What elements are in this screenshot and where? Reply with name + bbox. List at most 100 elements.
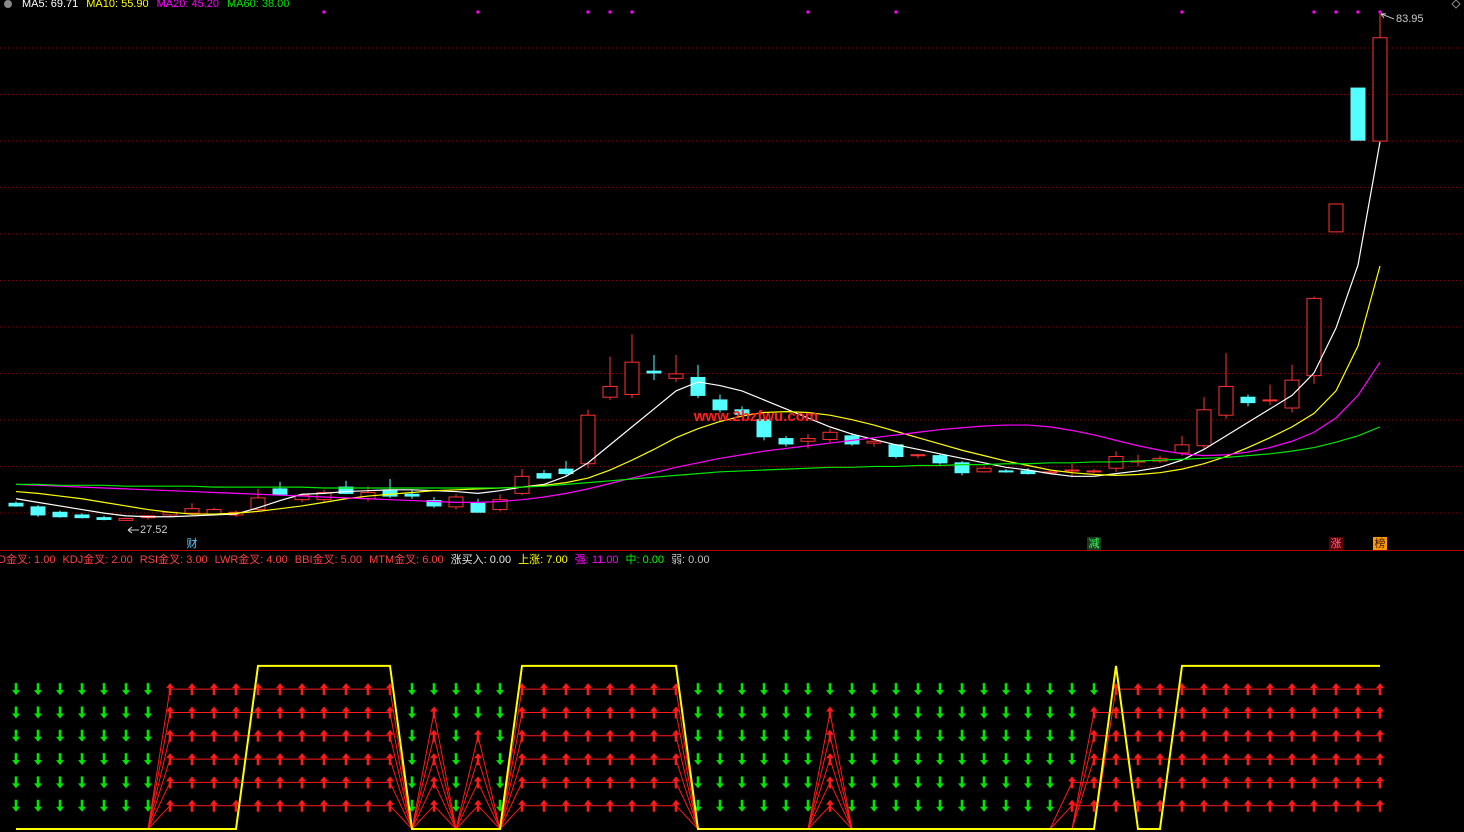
arrow-down (980, 706, 988, 719)
indicator-legend: 强: 11.00 (575, 554, 619, 566)
candle-body (1284, 379, 1300, 409)
candle-body (646, 370, 662, 374)
arrow-down (738, 776, 746, 789)
arrow-down (12, 683, 20, 696)
candle-body (250, 497, 266, 511)
arrow-down (78, 799, 86, 812)
arrow-down (452, 706, 460, 719)
candle-body (800, 438, 816, 442)
arrow-down (804, 729, 812, 742)
candle-body (30, 506, 46, 516)
arrow-down (804, 776, 812, 789)
arrow-down (144, 729, 152, 742)
candle-body (294, 494, 310, 501)
arrow-down (496, 683, 504, 696)
candle-body (778, 438, 794, 445)
arrow-down (958, 683, 966, 696)
arrow-down (1046, 776, 1054, 789)
arrow-down (716, 799, 724, 812)
arrow-down (892, 729, 900, 742)
arrow-down (782, 683, 790, 696)
arrow-down (936, 799, 944, 812)
arrow-down (496, 776, 504, 789)
arrow-down (1002, 753, 1010, 766)
pane-icon[interactable] (1451, 0, 1461, 9)
arrow-down (936, 776, 944, 789)
candle-body (1086, 470, 1102, 473)
candle-body (426, 500, 442, 507)
indicator-legend: D金叉: 1.00 (0, 552, 55, 566)
marker-bg (1087, 537, 1101, 550)
indicator-legend: KDJ金叉: 2.00 (62, 552, 132, 566)
signal-dot (1312, 10, 1316, 14)
arrow-down (408, 753, 416, 766)
arrow-down (408, 706, 416, 719)
arrow-down (804, 799, 812, 812)
arrow-down (870, 729, 878, 742)
ma-line (15, 265, 1381, 515)
arrow-down (958, 776, 966, 789)
arrow-down (760, 776, 768, 789)
candle-body (1240, 396, 1256, 404)
arrow-down (100, 706, 108, 719)
indicator-legend: 弱: 0.00 (671, 553, 710, 566)
arrow-down (100, 776, 108, 789)
arrow-down (1002, 799, 1010, 812)
signal-dot (608, 10, 612, 14)
indicator-legend: LWR金叉: 4.00 (215, 552, 288, 566)
candle-marker: 减 (1089, 537, 1100, 550)
arrow-down (34, 753, 42, 766)
arrow-down (716, 753, 724, 766)
candle-body (492, 499, 508, 511)
candle-body (1020, 470, 1036, 475)
candle-body (1218, 385, 1234, 416)
arrow-down (34, 799, 42, 812)
arrow-down (870, 799, 878, 812)
candle-body (690, 376, 706, 396)
arrow-down (782, 706, 790, 719)
candle-body (580, 414, 596, 465)
arrow-down (782, 753, 790, 766)
arrow-down (738, 753, 746, 766)
arrow-down (892, 706, 900, 719)
annotation-label: 83.95 (1396, 13, 1424, 25)
arrow-down (122, 706, 130, 719)
arrow-down (1068, 729, 1076, 742)
candle-body (668, 373, 684, 379)
menu-icon[interactable] (4, 0, 12, 8)
candle-body (1306, 297, 1322, 377)
arrow-down (34, 776, 42, 789)
arrow-down (1046, 683, 1054, 696)
arrow-down (56, 753, 64, 766)
candle-body (404, 493, 420, 497)
arrow-down (100, 799, 108, 812)
arrow-down (408, 683, 416, 696)
arrow-down (716, 729, 724, 742)
arrow-down (496, 729, 504, 742)
signal-dot (586, 10, 590, 14)
candle-body (910, 454, 926, 457)
arrow-down (782, 776, 790, 789)
signal-dot (476, 10, 480, 14)
arrow-down (56, 799, 64, 812)
arrow-down (892, 776, 900, 789)
arrow-down (694, 706, 702, 719)
arrow-down (848, 706, 856, 719)
candle-body (118, 518, 134, 521)
arrow-down (914, 799, 922, 812)
arrow-down (56, 729, 64, 742)
candle-body (1262, 399, 1278, 402)
candle-body (1372, 37, 1388, 142)
arrow-down (1068, 753, 1076, 766)
candle-body (976, 467, 992, 473)
arrow-down (12, 776, 20, 789)
signal-dot (894, 10, 898, 14)
arrow-down (848, 729, 856, 742)
arrow-down (980, 799, 988, 812)
candle-body (624, 361, 640, 396)
candle-body (822, 431, 838, 440)
candle-body (866, 440, 882, 444)
arrow-down (1002, 729, 1010, 742)
candle-body (756, 419, 772, 438)
